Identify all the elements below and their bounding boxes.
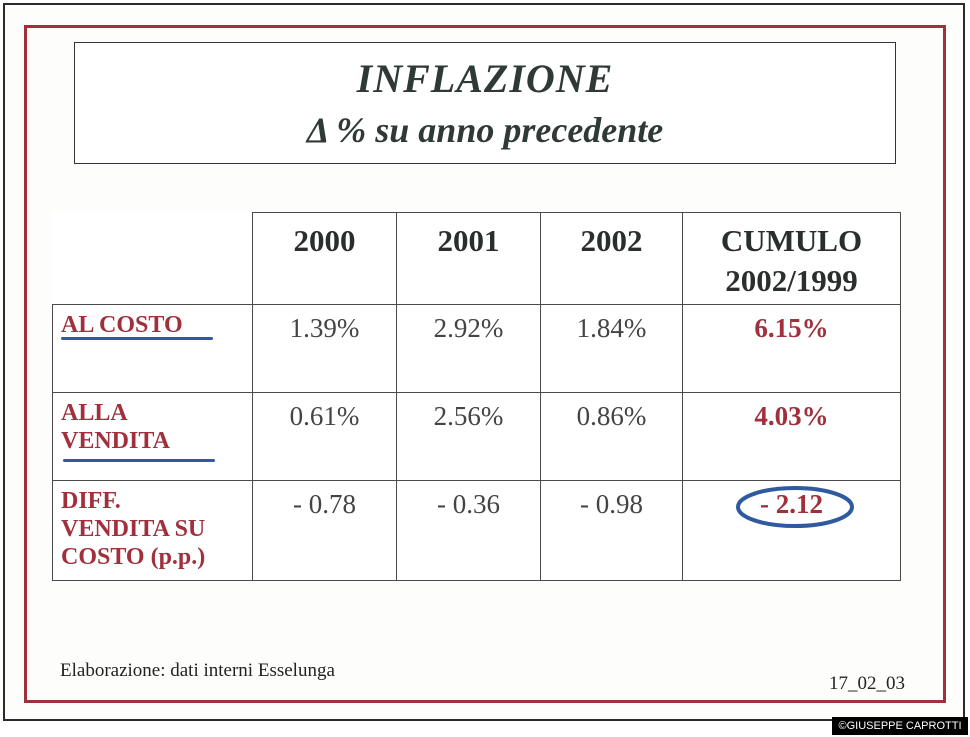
title-box: INFLAZIONE Δ % su anno precedente (74, 42, 896, 164)
row-label-line: AL COSTO (61, 312, 183, 338)
table-row: AL COSTO 1.39% 2.92% 1.84% 6.15% (52, 304, 901, 393)
header-cumulo: CUMULO 2002/1999 (682, 212, 901, 305)
cumulo-value: - 2.12 (760, 489, 823, 519)
highlight-ellipse (736, 486, 854, 528)
slide-title: INFLAZIONE (356, 56, 614, 101)
table-corner-cell (52, 212, 253, 305)
slide-subtitle: Δ % su anno precedente (306, 110, 664, 150)
table-row: ALLA VENDITA 0.61% 2.56% 0.86% 4.03% (52, 392, 901, 481)
cumulo-cell-highlighted: - 2.12 (682, 480, 901, 581)
header-2002: 2002 (540, 212, 683, 305)
header-cumulo-line1: CUMULO (720, 223, 863, 258)
blue-underline (63, 459, 215, 462)
row-label-diff: DIFF. VENDITA SU COSTO (p.p.) (52, 480, 253, 581)
row-label-line: ALLA (61, 400, 128, 426)
row-label-al-costo: AL COSTO (52, 304, 253, 393)
value-cell: 1.39% (252, 304, 397, 393)
row-label-line: COSTO (p.p.) (61, 544, 206, 570)
header-2000: 2000 (252, 212, 397, 305)
cumulo-cell: 4.03% (682, 392, 901, 481)
row-label-alla-vendita: ALLA VENDITA (52, 392, 253, 481)
value-cell: 0.86% (540, 392, 683, 481)
value-cell: 2.56% (396, 392, 541, 481)
value-cell: 2.92% (396, 304, 541, 393)
copyright-badge: ©GIUSEPPE CAPROTTI (832, 717, 968, 735)
slide-date: 17_02_03 (829, 673, 905, 694)
value-cell: 1.84% (540, 304, 683, 393)
row-label-line: VENDITA (61, 428, 170, 454)
row-label-line: VENDITA SU (61, 516, 206, 542)
row-label-line: DIFF. (61, 488, 121, 514)
value-cell: - 0.36 (396, 480, 541, 581)
header-cumulo-line2: 2002/1999 (725, 263, 858, 298)
table-header-row: 2000 2001 2002 CUMULO 2002/1999 (52, 212, 901, 305)
inflation-table: 2000 2001 2002 CUMULO 2002/1999 AL COSTO… (52, 212, 901, 581)
value-cell: - 0.78 (252, 480, 397, 581)
value-cell: 0.61% (252, 392, 397, 481)
header-2001: 2001 (396, 212, 541, 305)
blue-underline (61, 337, 213, 340)
slide-red-border (24, 25, 946, 703)
table-row: DIFF. VENDITA SU COSTO (p.p.) - 0.78 - 0… (52, 480, 901, 581)
source-note: Elaborazione: dati interni Esselunga (60, 660, 335, 681)
cumulo-cell: 6.15% (682, 304, 901, 393)
value-cell: - 0.98 (540, 480, 683, 581)
